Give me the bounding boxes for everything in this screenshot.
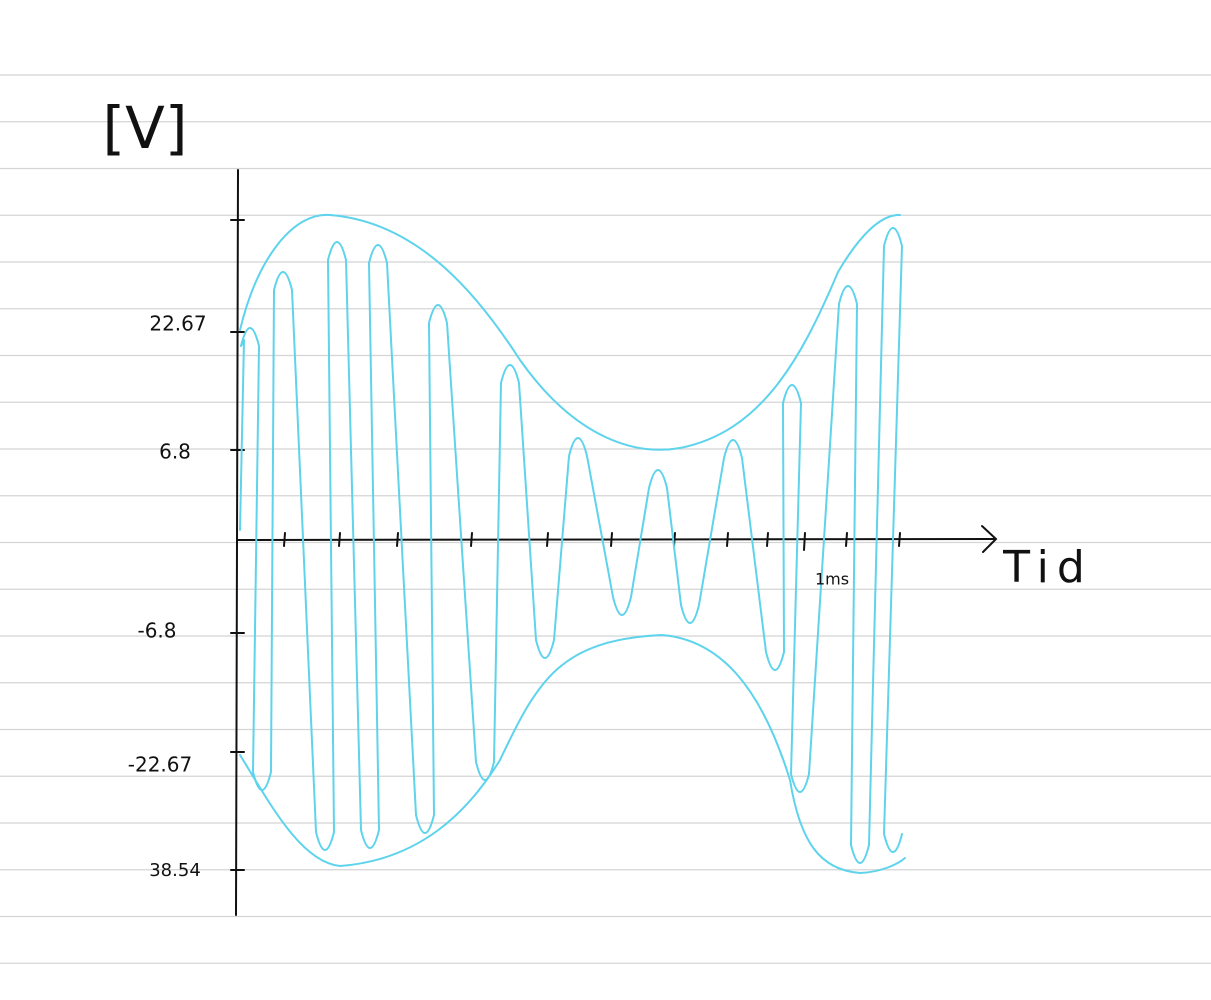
- x-tick: [610, 532, 613, 547]
- x-tick: [338, 532, 341, 547]
- x-tick: [803, 532, 806, 551]
- waveform: [239, 227, 903, 864]
- y-tick-label: 38.54: [149, 860, 201, 881]
- x-tick: [766, 532, 769, 547]
- y-tick-label: -6.8: [137, 619, 176, 643]
- x-axis: [237, 538, 996, 541]
- y-axis-label: [V]: [103, 94, 188, 162]
- ticks: [230, 219, 901, 871]
- x-tick: [726, 532, 729, 547]
- axes: [235, 169, 998, 916]
- y-tick-label: -22.67: [128, 753, 192, 777]
- x-tick: [283, 532, 286, 547]
- x-tick-label: 1ms: [815, 570, 849, 589]
- envelope-upper: [239, 213, 901, 451]
- x-axis-arrow: [981, 525, 998, 553]
- y-tick-label: 6.8: [159, 440, 191, 464]
- y-tick-label: 22.67: [149, 312, 206, 336]
- y-axis: [235, 169, 239, 916]
- ruled-lines: [0, 74, 1211, 964]
- x-axis-label: Tid: [1002, 542, 1093, 593]
- x-tick: [470, 532, 473, 547]
- x-tick: [898, 532, 901, 547]
- x-tick: [396, 532, 399, 547]
- x-tick: [845, 532, 848, 547]
- envelope-lower: [239, 634, 906, 874]
- x-tick: [546, 532, 549, 547]
